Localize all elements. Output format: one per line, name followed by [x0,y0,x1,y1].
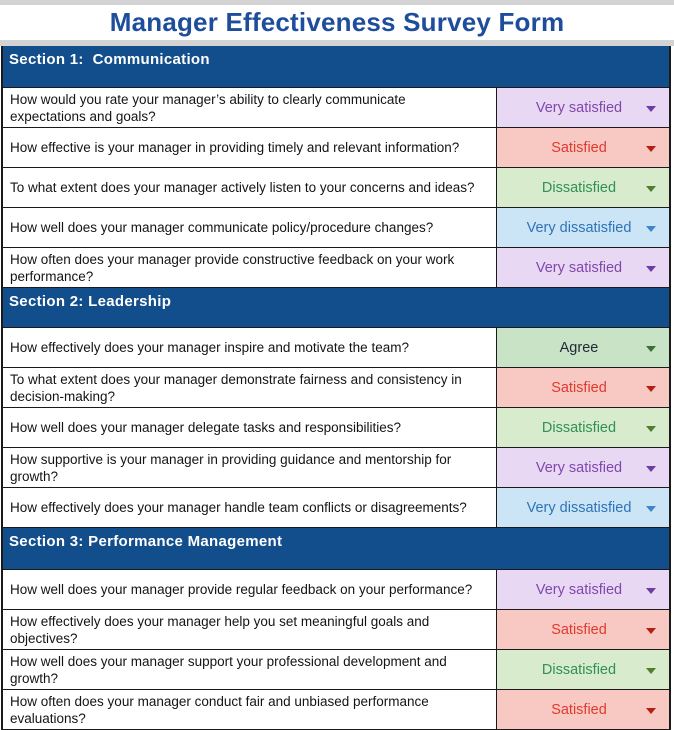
chevron-down-icon [646,345,656,352]
question-text: How well does your manager provide regul… [3,570,497,609]
chevron-down-icon [646,627,656,634]
question-text: How often does your manager provide cons… [3,248,497,287]
chevron-down-icon [646,587,656,594]
survey-row: How effective is your manager in providi… [3,128,669,168]
survey-row: How supportive is your manager in provid… [3,448,669,488]
question-text: How often does your manager conduct fair… [3,690,497,729]
title-bar: Manager Effectiveness Survey Form [0,5,674,40]
survey-row: How would you rate your manager’s abilit… [3,88,669,128]
survey-row: How well does your manager communicate p… [3,208,669,248]
question-text: How well does your manager support your … [3,650,497,689]
survey-row: How effectively does your manager inspir… [3,328,669,368]
survey-row: To what extent does your manager activel… [3,168,669,208]
page-top-margin [0,0,674,5]
answer-value: Dissatisfied [541,179,617,196]
chevron-down-icon [646,265,656,272]
question-text: How effectively does your manager handle… [3,488,497,527]
chevron-down-icon [646,225,656,232]
chevron-down-icon [646,385,656,392]
answer-value: Very dissatisfied [526,499,632,516]
answer-value: Satisfied [551,139,607,156]
question-text: How would you rate your manager’s abilit… [3,88,497,127]
chevron-down-icon [646,667,656,674]
answer-dropdown[interactable]: Very satisfied [497,570,669,609]
answer-dropdown[interactable]: Very dissatisfied [497,488,669,527]
title-divider [0,40,674,46]
chevron-down-icon [646,465,656,472]
page-title: Manager Effectiveness Survey Form [109,7,565,37]
chevron-down-icon [646,707,656,714]
question-text: How effectively does your manager help y… [3,610,497,649]
chevron-down-icon [646,105,656,112]
answer-value: Dissatisfied [541,419,617,436]
answer-dropdown[interactable]: Very satisfied [497,448,669,487]
survey-row: How often does your manager conduct fair… [3,690,669,730]
survey-form: Section 1: Communication How would you r… [1,46,671,730]
answer-dropdown[interactable]: Very satisfied [497,88,669,127]
chevron-down-icon [646,425,656,432]
answer-value: Very satisfied [535,459,623,476]
question-text: To what extent does your manager activel… [3,168,497,207]
answer-dropdown[interactable]: Very dissatisfied [497,208,669,247]
survey-row: How effectively does your manager handle… [3,488,669,528]
section-header-performance-management: Section 3: Performance Management [3,528,669,570]
answer-dropdown[interactable]: Satisfied [497,128,669,167]
answer-dropdown[interactable]: Satisfied [497,610,669,649]
answer-value: Agree [559,339,599,356]
answer-value: Very satisfied [535,259,623,276]
question-text: How effective is your manager in providi… [3,128,497,167]
chevron-down-icon [646,505,656,512]
question-text: How effectively does your manager inspir… [3,328,497,367]
question-text: How well does your manager communicate p… [3,208,497,247]
answer-value: Very dissatisfied [526,219,632,236]
answer-value: Very satisfied [535,99,623,116]
answer-dropdown[interactable]: Satisfied [497,690,669,729]
answer-value: Satisfied [551,701,607,718]
chevron-down-icon [646,145,656,152]
section-header-leadership: Section 2: Leadership [3,288,669,328]
survey-row: How often does your manager provide cons… [3,248,669,288]
answer-value: Very satisfied [535,581,623,598]
survey-row: How well does your manager support your … [3,650,669,690]
question-text: How well does your manager delegate task… [3,408,497,447]
answer-dropdown[interactable]: Satisfied [497,368,669,407]
question-text: To what extent does your manager demonst… [3,368,497,407]
section-header-communication: Section 1: Communication [3,46,669,88]
survey-row: To what extent does your manager demonst… [3,368,669,408]
answer-dropdown[interactable]: Agree [497,328,669,367]
chevron-down-icon [646,185,656,192]
answer-dropdown[interactable]: Dissatisfied [497,168,669,207]
answer-dropdown[interactable]: Dissatisfied [497,408,669,447]
answer-value: Dissatisfied [541,661,617,678]
survey-row: How well does your manager delegate task… [3,408,669,448]
survey-row: How effectively does your manager help y… [3,610,669,650]
answer-value: Satisfied [551,621,607,638]
question-text: How supportive is your manager in provid… [3,448,497,487]
answer-value: Satisfied [551,379,607,396]
answer-dropdown[interactable]: Dissatisfied [497,650,669,689]
survey-row: How well does your manager provide regul… [3,570,669,610]
answer-dropdown[interactable]: Very satisfied [497,248,669,287]
